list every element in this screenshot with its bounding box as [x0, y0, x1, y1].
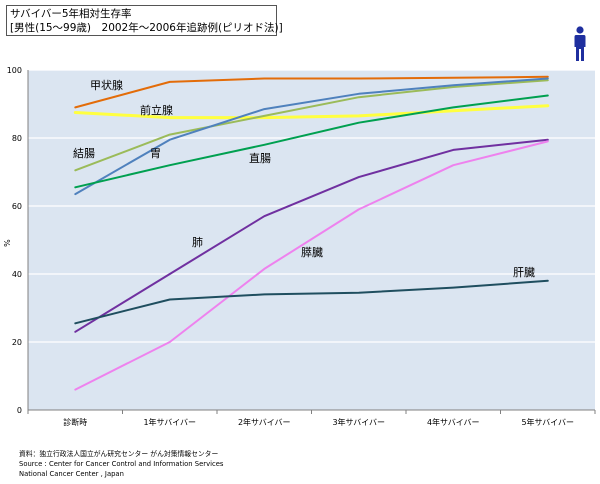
series-line-甲状腺 — [74, 75, 549, 109]
x-tick-label: 診断時 — [63, 417, 87, 427]
chart-subtitle: [男性(15～99歳) 2002年～2006年追跡例(ピリオド法)] — [10, 22, 283, 34]
x-tick-label: 2年サバイバー — [238, 417, 291, 427]
y-tick-label: 60 — [12, 202, 22, 211]
series-line-直腸 — [74, 94, 549, 189]
y-tick-label: 40 — [12, 270, 22, 279]
series-line-結腸 — [74, 79, 549, 172]
series-label-甲状腺: 甲状腺 — [90, 78, 123, 92]
source-line-1: 資料：独立行政法人国立がん研究センター がん対策情報センター — [19, 450, 219, 458]
person-body — [574, 35, 586, 61]
series-line-肺 — [74, 138, 549, 333]
series-label-直腸: 直腸 — [249, 151, 271, 165]
y-tick-label: 100 — [7, 66, 22, 75]
series-line-胃 — [74, 77, 549, 196]
y-tick-labels: 0 20 40 60 80 100 — [7, 66, 22, 415]
x-tick-label: 4年サバイバー — [427, 417, 480, 427]
x-tick-marks — [27, 410, 596, 414]
y-tick-label: 0 — [17, 406, 22, 415]
series-line-肝臓 — [74, 279, 549, 325]
x-tick-label: 5年サバイバー — [521, 417, 574, 427]
chart-title-box: サバイバー5年相対生存率 [男性(15～99歳) 2002年～2006年追跡例(… — [6, 5, 283, 36]
series-label-膵臓: 膵臓 — [301, 246, 323, 259]
x-tick-labels: 診断時 1年サバイバー 2年サバイバー 3年サバイバー 4年サバイバー 5年サバイバー — [63, 417, 574, 427]
y-tick-label: 20 — [12, 338, 22, 347]
series-label-胃: 胃 — [150, 147, 161, 160]
x-tick-label: 1年サバイバー — [143, 417, 196, 427]
source-line-3: National Cancer Center , Japan — [19, 470, 124, 478]
series-lines — [73, 75, 550, 391]
y-axis-label: % — [3, 239, 12, 247]
male-person-icon — [574, 26, 586, 61]
series-label-前立腺: 前立腺 — [140, 103, 173, 117]
series-line-前立腺 — [73, 104, 550, 120]
series-label-結腸: 結腸 — [73, 146, 95, 160]
y-tick-label: 80 — [12, 134, 22, 143]
source-note: 資料：独立行政法人国立がん研究センター がん対策情報センター Source : … — [19, 449, 223, 479]
gridlines — [28, 69, 595, 343]
series-line-膵臓 — [74, 140, 549, 391]
person-head — [576, 26, 584, 34]
source-line-2: Source : Center for Cancer Control and I… — [19, 460, 224, 468]
series-label-肺: 肺 — [192, 236, 203, 249]
x-tick-label: 3年サバイバー — [332, 417, 385, 427]
chart-title: サバイバー5年相対生存率 — [10, 8, 132, 20]
series-label-肝臓: 肝臓 — [513, 266, 535, 279]
series-labels: 甲状腺 前立腺 結腸 胃 直腸 肺 膵臓 肝臓 — [73, 78, 535, 279]
